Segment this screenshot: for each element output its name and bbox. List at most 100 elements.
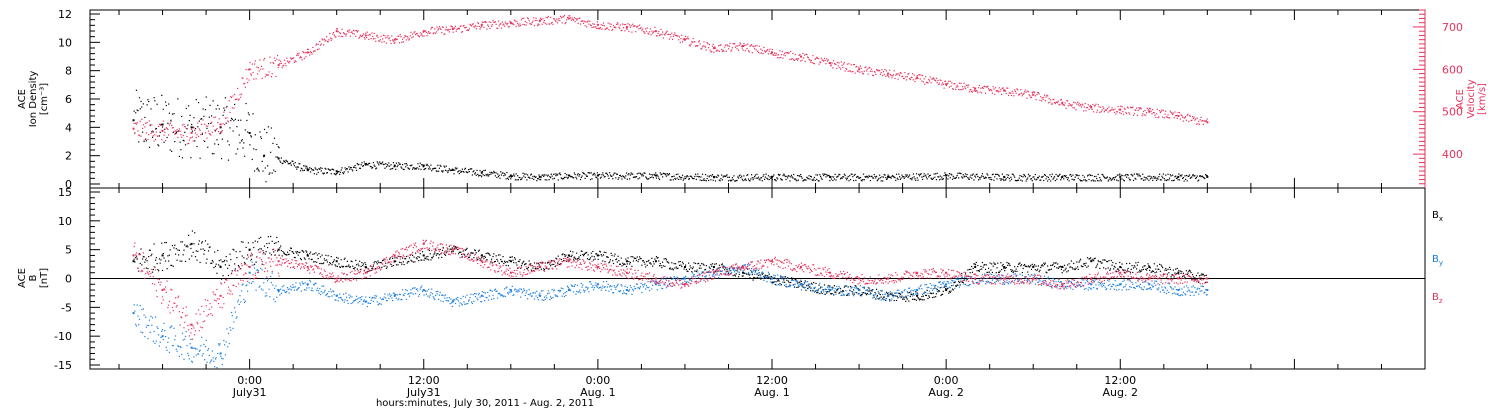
top-left-tick-label: 6	[65, 93, 72, 106]
bottom-point	[249, 272, 251, 274]
bottom-left-tick-label: -15	[54, 359, 72, 372]
x-tick-date-label: Aug. 1	[754, 386, 789, 399]
top-point	[249, 132, 251, 134]
top-right-tick-label: 600	[1442, 63, 1463, 76]
bottom-point	[220, 295, 222, 297]
top-point	[597, 24, 599, 26]
top-point	[887, 73, 889, 75]
bottom-point	[1148, 283, 1150, 285]
bottom-point	[191, 243, 193, 245]
top-right-axis-title-line: Velocity	[1466, 79, 1477, 118]
bottom-point	[974, 278, 976, 280]
top-point	[626, 26, 628, 28]
top-point	[1206, 176, 1208, 178]
bottom-left-tick-label: 10	[58, 215, 72, 228]
bottom-point	[452, 249, 454, 251]
top-left-axis-title-line: [cm⁻³]	[39, 83, 50, 115]
data-points	[133, 15, 1209, 368]
bottom-point	[626, 260, 628, 262]
top-left-axis-title-line: ACE	[17, 89, 28, 109]
bottom-left-tick-label: 0	[65, 273, 72, 286]
legend-entry-x: Bx	[1432, 210, 1443, 223]
top-left-tick-label: 12	[58, 8, 72, 21]
bottom-left-axis-title-line: B	[28, 274, 39, 281]
bottom-left-tick-label: -10	[54, 330, 72, 343]
top-right-tick-label: 400	[1442, 148, 1463, 161]
bottom-point	[162, 289, 164, 291]
bottom-point	[133, 312, 135, 314]
top-right-axis-title-line: [km/s]	[1477, 83, 1488, 115]
top-right-tick-label: 700	[1442, 21, 1463, 34]
top-left-tick-label: 10	[58, 36, 72, 49]
bottom-point	[191, 324, 193, 326]
bottom-point	[713, 266, 715, 268]
top-point	[539, 176, 541, 178]
bottom-point	[278, 260, 280, 262]
x-tick-date-label: July31	[232, 386, 267, 399]
top-point	[133, 128, 135, 130]
bottom-series-1	[133, 260, 1209, 368]
top-right-axis-title-line: ACE	[1455, 89, 1466, 109]
top-point	[742, 45, 744, 47]
top-point	[1148, 111, 1150, 113]
bottom-point	[423, 243, 425, 245]
top-left-tick-label: 2	[65, 150, 72, 163]
axis-labels: hours:minutes, July 30, 2011 - Aug. 2, 2…	[17, 71, 1488, 409]
bottom-point	[1119, 272, 1121, 274]
bottom-point	[307, 266, 309, 268]
bottom-point	[365, 272, 367, 274]
bottom-point	[1061, 283, 1063, 285]
top-point	[133, 119, 135, 121]
legend-entry-z: Bz	[1432, 292, 1443, 305]
bottom-left-tick-label: -5	[61, 301, 72, 314]
bottom-point	[133, 260, 135, 262]
legend-entry-y: By	[1432, 254, 1443, 267]
top-left-tick-label: 8	[65, 65, 72, 78]
top-point	[191, 132, 193, 134]
top-point	[191, 126, 193, 128]
bottom-point	[974, 266, 976, 268]
bottom-point	[1206, 289, 1208, 291]
bottom-point	[481, 260, 483, 262]
bottom-left-tick-label: 15	[58, 186, 72, 199]
bottom-point	[133, 254, 135, 256]
bottom-point	[481, 295, 483, 297]
bottom-point	[568, 260, 570, 262]
bottom-point	[336, 278, 338, 280]
top-panel-frame	[90, 10, 1425, 188]
bottom-point	[452, 301, 454, 303]
panel-frames	[90, 10, 1425, 369]
axes: 024681012400500600700-15-10-50510150:00J…	[54, 8, 1463, 399]
top-point	[336, 30, 338, 32]
x-axis-label: hours:minutes, July 30, 2011 - Aug. 2, 2…	[376, 398, 594, 409]
top-point	[365, 34, 367, 36]
bottom-left-axis-title-line: ACE	[17, 268, 28, 288]
bottom-point	[655, 278, 657, 280]
x-tick-date-label: Aug. 2	[928, 386, 963, 399]
bottom-point	[336, 260, 338, 262]
top-point	[220, 123, 222, 125]
top-point	[1119, 109, 1121, 111]
bottom-point	[220, 352, 222, 354]
top-left-axis-title-line: Ion Density	[28, 71, 39, 128]
bottom-point	[1090, 283, 1092, 285]
top-point	[1119, 176, 1121, 178]
bottom-point	[1206, 278, 1208, 280]
bottom-point	[916, 295, 918, 297]
top-left-tick-label: 4	[65, 121, 72, 134]
bottom-point	[162, 254, 164, 256]
bottom-point	[829, 272, 831, 274]
top-point	[481, 24, 483, 26]
top-series-1	[133, 15, 1209, 144]
top-point	[974, 87, 976, 89]
top-point	[162, 124, 164, 126]
bottom-point	[191, 347, 193, 349]
top-point	[278, 64, 280, 66]
top-point	[1032, 94, 1034, 96]
top-point	[858, 68, 860, 70]
bottom-point	[510, 272, 512, 274]
